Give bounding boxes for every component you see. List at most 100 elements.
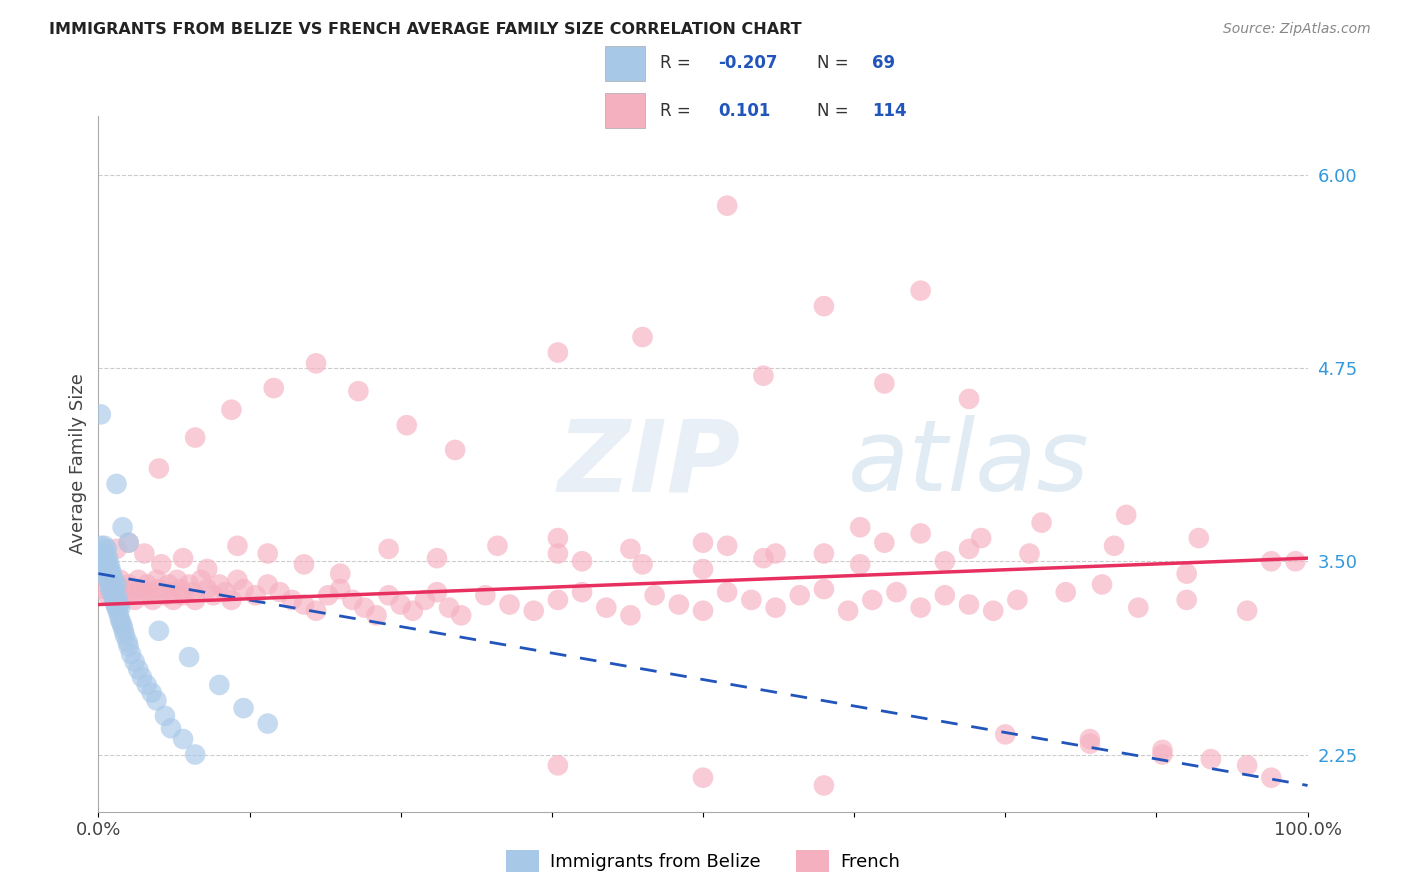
Point xyxy=(1175,566,1198,581)
Point xyxy=(692,535,714,549)
Point xyxy=(135,577,157,591)
Point xyxy=(498,598,520,612)
Text: N =: N = xyxy=(817,102,849,120)
Point xyxy=(1054,585,1077,599)
Point xyxy=(94,547,117,561)
Point xyxy=(692,604,714,618)
Point xyxy=(366,608,388,623)
Point xyxy=(619,608,641,623)
Point xyxy=(1102,539,1125,553)
Point xyxy=(150,558,173,572)
Point xyxy=(108,573,131,587)
Point xyxy=(104,585,127,599)
Text: 69: 69 xyxy=(872,54,896,72)
Point xyxy=(169,582,191,596)
Point xyxy=(105,600,128,615)
Point xyxy=(103,593,125,607)
Point xyxy=(162,593,184,607)
Point xyxy=(100,585,122,599)
Point xyxy=(389,598,412,612)
Point xyxy=(353,600,375,615)
Point xyxy=(100,570,122,584)
Point xyxy=(208,678,231,692)
Point xyxy=(97,551,120,566)
Point xyxy=(1260,554,1282,568)
Point xyxy=(111,619,134,633)
Point xyxy=(100,577,122,591)
Point xyxy=(571,585,593,599)
Point xyxy=(172,551,194,566)
Point xyxy=(1175,593,1198,607)
Point xyxy=(129,582,152,596)
Point xyxy=(184,593,207,607)
Point xyxy=(292,598,315,612)
Point xyxy=(172,588,194,602)
Y-axis label: Average Family Size: Average Family Size xyxy=(69,374,87,554)
Point xyxy=(134,588,156,602)
Point xyxy=(148,624,170,638)
Point xyxy=(89,554,111,568)
Point xyxy=(716,539,738,553)
Point xyxy=(444,442,467,457)
Point xyxy=(93,582,115,596)
Point xyxy=(120,647,142,661)
Point xyxy=(104,598,127,612)
Point xyxy=(1152,747,1174,762)
Text: IMMIGRANTS FROM BELIZE VS FRENCH AVERAGE FAMILY SIZE CORRELATION CHART: IMMIGRANTS FROM BELIZE VS FRENCH AVERAGE… xyxy=(49,22,801,37)
Point xyxy=(329,582,352,596)
Point xyxy=(103,582,125,596)
Point xyxy=(1018,547,1040,561)
Point xyxy=(94,558,117,572)
Point xyxy=(329,566,352,581)
Text: ZIP: ZIP xyxy=(558,416,741,512)
Point xyxy=(292,558,315,572)
Text: R =: R = xyxy=(659,102,690,120)
Point xyxy=(160,721,183,735)
Text: atlas: atlas xyxy=(848,416,1090,512)
Point xyxy=(970,531,993,545)
Point xyxy=(127,573,149,587)
Point xyxy=(226,573,249,587)
Point xyxy=(281,593,304,607)
Point xyxy=(716,199,738,213)
Point xyxy=(195,582,218,596)
Point xyxy=(108,608,131,623)
Point xyxy=(100,562,122,576)
Point xyxy=(934,554,956,568)
Point xyxy=(873,376,896,391)
Point xyxy=(101,588,124,602)
Point xyxy=(179,577,201,591)
Point xyxy=(96,554,118,568)
Point xyxy=(910,600,932,615)
Point xyxy=(100,582,122,596)
Point xyxy=(118,640,141,654)
Point xyxy=(752,551,775,566)
Point xyxy=(153,709,176,723)
Point xyxy=(437,600,460,615)
Point xyxy=(124,655,146,669)
Text: -0.207: -0.207 xyxy=(718,54,778,72)
Point xyxy=(94,566,117,581)
Point xyxy=(98,577,121,591)
Point xyxy=(134,547,156,561)
Point xyxy=(813,582,835,596)
Point xyxy=(1236,604,1258,618)
Point xyxy=(96,570,118,584)
Point xyxy=(692,562,714,576)
Point xyxy=(789,588,811,602)
Point xyxy=(474,588,496,602)
Point xyxy=(342,593,364,607)
Point xyxy=(256,716,278,731)
Point xyxy=(111,582,134,596)
Point xyxy=(105,477,128,491)
Point xyxy=(934,588,956,602)
Point xyxy=(1091,577,1114,591)
Text: Source: ZipAtlas.com: Source: ZipAtlas.com xyxy=(1223,22,1371,37)
Text: R =: R = xyxy=(659,54,690,72)
Point xyxy=(124,593,146,607)
Point xyxy=(118,577,141,591)
Point xyxy=(981,604,1004,618)
Point xyxy=(256,547,278,561)
Point xyxy=(813,547,835,561)
Point xyxy=(195,562,218,576)
